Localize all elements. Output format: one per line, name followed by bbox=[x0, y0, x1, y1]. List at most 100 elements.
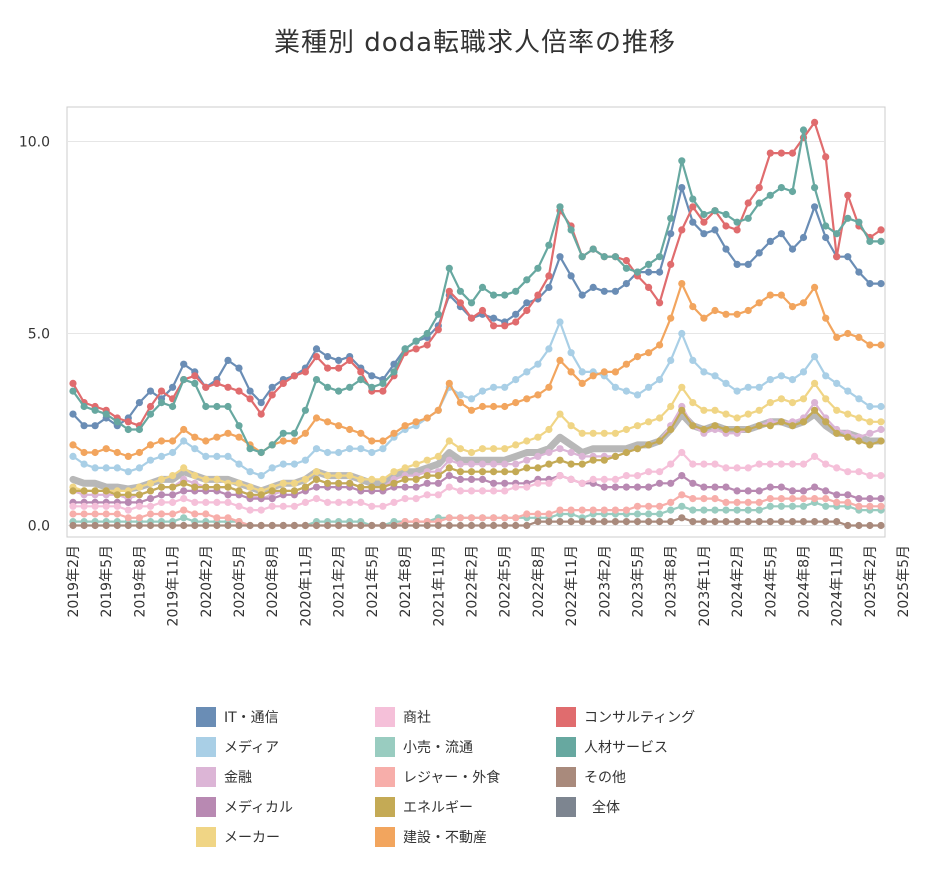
data-point bbox=[788, 487, 797, 495]
data-point bbox=[312, 495, 321, 503]
data-point bbox=[157, 387, 166, 395]
data-point bbox=[467, 314, 476, 322]
legend-item: 金融 bbox=[196, 767, 252, 787]
data-point bbox=[788, 245, 797, 253]
data-point bbox=[578, 506, 586, 514]
data-point bbox=[722, 222, 730, 230]
data-point bbox=[534, 479, 542, 487]
data-point bbox=[578, 452, 586, 460]
data-point bbox=[578, 253, 586, 261]
data-point bbox=[146, 502, 155, 510]
data-point bbox=[124, 491, 132, 499]
data-point bbox=[689, 495, 697, 503]
data-point bbox=[335, 472, 343, 480]
data-point bbox=[799, 487, 808, 495]
data-point bbox=[855, 502, 863, 510]
data-point bbox=[766, 460, 774, 468]
data-point bbox=[556, 456, 564, 464]
x-tick-label: 2019年11月 bbox=[166, 545, 182, 626]
data-point bbox=[456, 487, 464, 495]
data-point bbox=[268, 487, 276, 495]
data-point bbox=[169, 437, 177, 445]
data-point bbox=[512, 521, 520, 530]
data-point bbox=[766, 483, 774, 491]
data-point bbox=[335, 498, 343, 506]
data-point bbox=[146, 510, 155, 518]
x-tick-label: 2019年8月 bbox=[132, 545, 148, 618]
data-point bbox=[822, 418, 830, 426]
data-point bbox=[69, 521, 77, 530]
data-point bbox=[689, 479, 697, 487]
data-point bbox=[434, 310, 442, 318]
data-point bbox=[611, 383, 620, 391]
data-point bbox=[157, 437, 166, 445]
data-point bbox=[855, 414, 863, 422]
data-point bbox=[766, 291, 774, 299]
data-point bbox=[700, 218, 708, 226]
data-point bbox=[512, 441, 520, 449]
data-point bbox=[622, 506, 631, 514]
data-point bbox=[822, 495, 830, 503]
data-point bbox=[456, 391, 464, 399]
data-point bbox=[700, 518, 708, 526]
series-商社 bbox=[69, 448, 885, 514]
data-point bbox=[645, 283, 653, 291]
data-point bbox=[811, 203, 819, 211]
data-point bbox=[301, 483, 309, 491]
data-point bbox=[135, 448, 143, 457]
legend-item: 人材サービス bbox=[556, 737, 668, 757]
data-point bbox=[401, 495, 409, 503]
data-point bbox=[611, 506, 620, 514]
data-point bbox=[855, 268, 863, 276]
series-メディア bbox=[69, 318, 885, 480]
data-point bbox=[368, 475, 376, 483]
data-point bbox=[766, 399, 774, 407]
data-point bbox=[589, 372, 597, 380]
data-point bbox=[578, 291, 586, 299]
data-point bbox=[312, 353, 321, 361]
data-point bbox=[113, 464, 121, 472]
data-point bbox=[633, 502, 642, 510]
data-point bbox=[523, 464, 531, 472]
legend-item: 建設・不動産 bbox=[375, 827, 487, 847]
data-point bbox=[490, 445, 498, 453]
data-point bbox=[833, 498, 841, 506]
data-point bbox=[777, 395, 786, 403]
data-point bbox=[91, 464, 99, 472]
data-point bbox=[622, 518, 631, 526]
data-point bbox=[722, 245, 730, 253]
data-point bbox=[656, 414, 664, 422]
data-point bbox=[788, 518, 797, 526]
data-point bbox=[766, 518, 774, 526]
data-point bbox=[467, 475, 476, 483]
data-point bbox=[633, 391, 642, 399]
legend-label: 建設・不動産 bbox=[403, 830, 487, 846]
data-point bbox=[877, 280, 885, 288]
data-point bbox=[622, 483, 631, 491]
data-point bbox=[478, 514, 487, 522]
data-point bbox=[799, 495, 808, 503]
data-point bbox=[169, 472, 177, 480]
data-point bbox=[744, 214, 752, 222]
data-point bbox=[799, 518, 808, 526]
data-point bbox=[434, 326, 442, 334]
data-point bbox=[490, 383, 498, 391]
data-point bbox=[656, 268, 664, 276]
data-point bbox=[656, 468, 664, 476]
data-point bbox=[645, 349, 653, 357]
data-point bbox=[467, 448, 476, 457]
data-point bbox=[180, 464, 188, 472]
legend-label: 人材サービス bbox=[584, 740, 668, 756]
data-point bbox=[788, 187, 797, 196]
data-point bbox=[656, 341, 664, 349]
data-point bbox=[755, 383, 763, 391]
data-point bbox=[578, 479, 586, 487]
data-point bbox=[146, 456, 155, 464]
data-point bbox=[501, 402, 509, 411]
y-tick-label: 10.0 bbox=[19, 135, 50, 151]
data-point bbox=[368, 483, 376, 491]
data-point bbox=[633, 353, 642, 361]
data-point bbox=[523, 276, 531, 284]
data-point bbox=[213, 498, 221, 506]
data-point bbox=[689, 460, 697, 468]
